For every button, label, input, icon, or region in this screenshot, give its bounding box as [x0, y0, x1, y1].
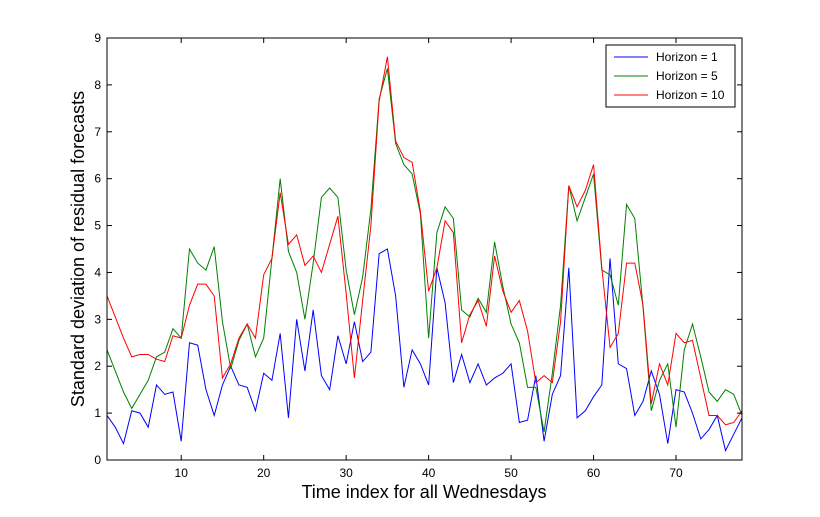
x-axis-title: Time index for all Wednesdays [301, 482, 546, 502]
y-tick-label: 8 [94, 78, 101, 92]
y-tick-label: 3 [94, 312, 101, 326]
x-tick-label: 20 [257, 466, 271, 480]
legend-label-3: Horizon = 10 [656, 88, 725, 102]
x-tick-label: 50 [504, 466, 518, 480]
x-tick-label: 40 [422, 466, 436, 480]
x-axis-ticks: 10 20 30 40 50 60 70 [175, 38, 683, 480]
y-tick-label: 2 [94, 359, 101, 373]
y-tick-label: 7 [94, 125, 101, 139]
legend: Horizon = 1 Horizon = 5 Horizon = 10 [605, 44, 736, 108]
x-tick-label: 30 [339, 466, 353, 480]
series-line-2 [106, 68, 743, 432]
y-axis-ticks: 0 1 2 3 4 5 6 7 8 9 [94, 31, 742, 467]
series-line-1 [106, 248, 743, 453]
y-tick-label: 6 [94, 172, 101, 186]
x-tick-label: 10 [175, 466, 189, 480]
legend-label-1: Horizon = 1 [656, 50, 718, 64]
plot-frame [106, 37, 743, 461]
y-tick-label: 9 [94, 31, 101, 45]
x-tick-label: 60 [587, 466, 601, 480]
x-tick-label: 70 [669, 466, 683, 480]
y-tick-label: 5 [94, 219, 101, 233]
series-line-3 [106, 56, 743, 426]
y-tick-label: 0 [94, 453, 101, 467]
y-tick-label: 1 [94, 406, 101, 420]
legend-label-2: Horizon = 5 [656, 69, 718, 83]
y-tick-label: 4 [94, 265, 101, 279]
y-axis-title: Standard deviation of residual forecasts [68, 91, 88, 407]
series-layer [106, 56, 743, 453]
